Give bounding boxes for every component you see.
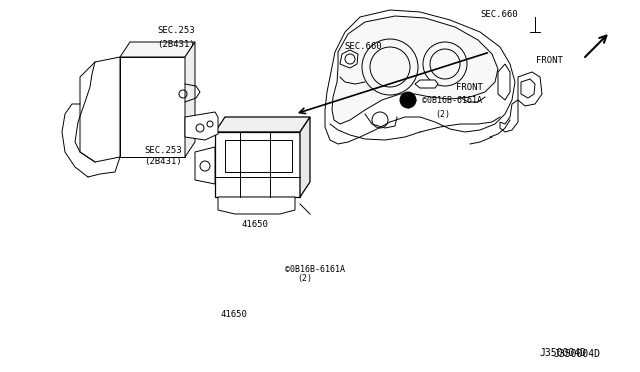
Polygon shape <box>218 197 295 214</box>
Polygon shape <box>325 10 515 144</box>
Text: FRONT: FRONT <box>536 55 563 64</box>
Text: SEC.660: SEC.660 <box>480 10 518 19</box>
Text: (2): (2) <box>435 109 450 119</box>
Text: SEC.253: SEC.253 <box>144 146 182 155</box>
Polygon shape <box>518 72 542 106</box>
Polygon shape <box>185 112 218 140</box>
Text: J350004D: J350004D <box>540 349 587 358</box>
Polygon shape <box>500 100 518 132</box>
Circle shape <box>400 92 416 108</box>
Text: (2): (2) <box>298 275 312 283</box>
Polygon shape <box>185 42 195 157</box>
Polygon shape <box>332 16 498 124</box>
Polygon shape <box>80 57 120 162</box>
Polygon shape <box>120 42 195 57</box>
Polygon shape <box>521 79 535 98</box>
Text: 41650: 41650 <box>242 219 269 228</box>
Polygon shape <box>498 64 510 100</box>
Text: J350004D: J350004D <box>553 349 600 359</box>
Text: 41650: 41650 <box>221 310 248 319</box>
Text: ©0B16B-6161A: ©0B16B-6161A <box>422 96 482 105</box>
Polygon shape <box>340 50 358 68</box>
Text: SEC.660: SEC.660 <box>344 42 382 51</box>
Text: SEC.253: SEC.253 <box>157 26 195 35</box>
Polygon shape <box>300 117 310 197</box>
Polygon shape <box>225 140 292 172</box>
Polygon shape <box>215 132 300 197</box>
Text: FRONT: FRONT <box>456 83 483 92</box>
Polygon shape <box>120 57 185 157</box>
Text: (2B431): (2B431) <box>144 157 182 166</box>
Polygon shape <box>195 147 215 184</box>
Polygon shape <box>215 117 310 132</box>
Text: ©0B16B-6161A: ©0B16B-6161A <box>285 265 345 274</box>
Polygon shape <box>415 80 438 88</box>
Text: (2B431): (2B431) <box>157 39 195 48</box>
